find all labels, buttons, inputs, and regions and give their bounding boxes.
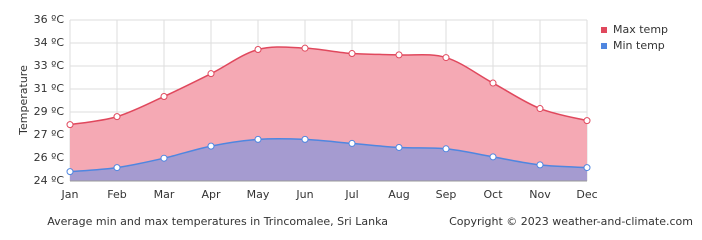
legend-label: Min temp	[613, 39, 665, 52]
x-tick-label: Jul	[344, 188, 358, 201]
y-tick-label: 36 ºC	[34, 13, 65, 26]
data-point	[583, 117, 591, 125]
y-tick-label: 33 ºC	[34, 59, 65, 72]
y-tick-label: 31 ºC	[34, 82, 65, 95]
x-tick-label: Aug	[388, 188, 409, 201]
data-point	[536, 161, 544, 169]
data-point	[207, 142, 215, 150]
legend-swatch	[601, 43, 607, 49]
data-point	[254, 135, 262, 143]
copyright: Copyright © 2023 weather-and-climate.com	[449, 215, 693, 228]
data-point	[160, 154, 168, 162]
legend-label: Max temp	[613, 23, 668, 36]
chart: Temperature Average min and max temperat…	[17, 13, 693, 228]
data-point	[254, 46, 262, 54]
x-tick-label: Sep	[436, 188, 457, 201]
x-tick-label: Apr	[201, 188, 221, 201]
data-point	[113, 113, 121, 121]
data-point	[536, 105, 544, 113]
x-tick-label: Dec	[576, 188, 597, 201]
data-point	[489, 79, 497, 87]
data-point	[395, 143, 403, 151]
data-point	[207, 70, 215, 78]
y-tick-label: 24 ºC	[34, 174, 65, 187]
data-point	[348, 50, 356, 58]
y-tick-label: 29 ºC	[34, 105, 65, 118]
data-point	[301, 44, 309, 52]
data-point	[301, 135, 309, 143]
x-tick-label: Mar	[154, 188, 175, 201]
data-point	[66, 121, 74, 129]
data-point	[113, 164, 121, 172]
y-tick-label: 27 ºC	[34, 128, 65, 141]
data-point	[160, 92, 168, 100]
x-tick-label: Oct	[483, 188, 503, 201]
area-fill	[70, 46, 587, 181]
x-tick-label: May	[247, 188, 270, 201]
x-tick-label: Nov	[529, 188, 551, 201]
data-point	[66, 168, 74, 176]
y-tick-label: 26 ºC	[34, 151, 65, 164]
data-point	[348, 139, 356, 147]
data-point	[395, 51, 403, 59]
x-tick-label: Jan	[61, 188, 79, 201]
legend-swatch	[601, 27, 607, 33]
y-axis-label: Temperature	[17, 65, 30, 136]
data-point	[442, 145, 450, 153]
x-tick-label: Jun	[295, 188, 313, 201]
y-tick-label: 34 ºC	[34, 36, 65, 49]
series-line	[69, 46, 588, 126]
caption: Average min and max temperatures in Trin…	[47, 215, 388, 228]
series-line	[69, 137, 588, 173]
data-point	[583, 164, 591, 172]
data-point	[442, 54, 450, 62]
x-tick-label: Feb	[107, 188, 126, 201]
data-point	[489, 153, 497, 161]
